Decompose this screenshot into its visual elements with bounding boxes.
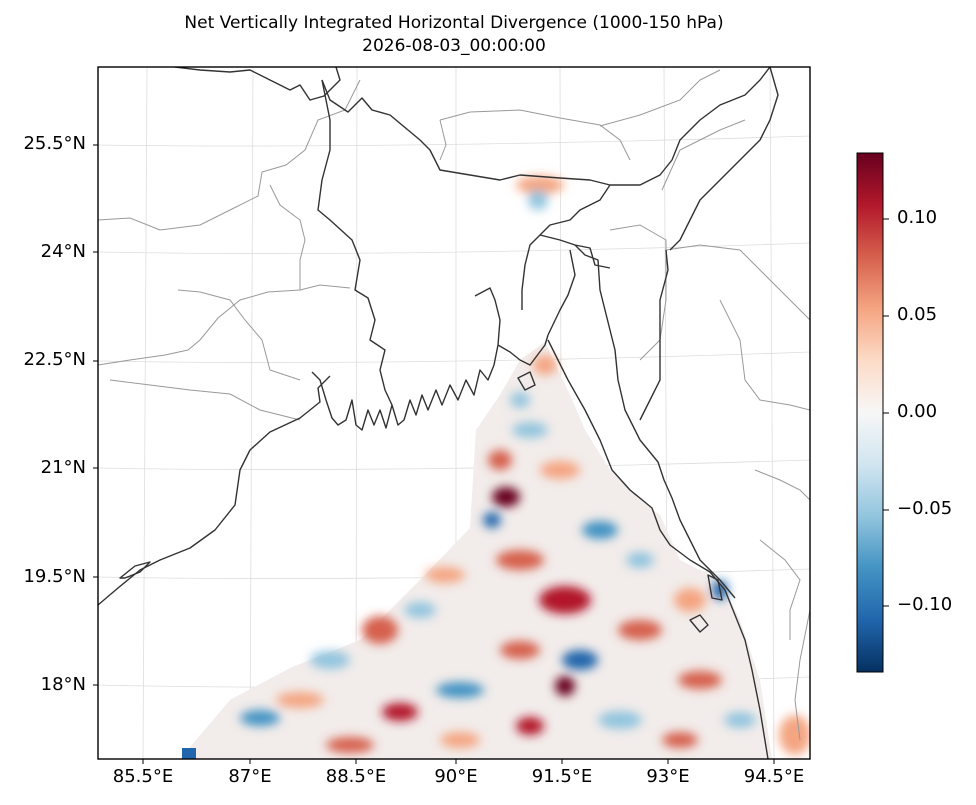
lat-label: 24°N xyxy=(40,241,86,262)
map-title: Net Vertically Integrated Horizontal Div… xyxy=(184,13,724,33)
colorbar-ticks xyxy=(883,218,889,607)
axis-ticks xyxy=(93,144,775,764)
map-subtitle: 2026-08-03_00:00:00 xyxy=(362,36,546,56)
lon-label: 85.5°E xyxy=(112,766,174,787)
colorbar-tick-label: −0.10 xyxy=(897,594,953,615)
lat-label: 19.5°N xyxy=(23,566,86,587)
colorbar-tick-label: 0.05 xyxy=(897,304,938,325)
colorbar-tick-label: 0.00 xyxy=(897,401,938,422)
colorbar-tick-label: 0.10 xyxy=(897,207,938,228)
divergence-field xyxy=(180,176,810,759)
map-frame xyxy=(97,66,811,760)
colorbar-tick-label: −0.05 xyxy=(897,498,953,519)
lat-label: 22.5°N xyxy=(23,349,86,370)
lat-label: 21°N xyxy=(40,457,86,478)
lon-label: 87°E xyxy=(228,766,272,787)
lon-label: 93°E xyxy=(646,766,690,787)
lon-label: 94.5°E xyxy=(743,766,805,787)
lon-label: 91.5°E xyxy=(531,766,593,787)
lon-label: 90°E xyxy=(434,766,478,787)
lat-label: 18°N xyxy=(40,674,86,695)
lon-label: 88.5°E xyxy=(325,766,387,787)
lat-label: 25.5°N xyxy=(23,133,86,154)
internal-borders xyxy=(98,69,810,741)
colorbar xyxy=(856,152,884,673)
coastlines xyxy=(98,67,779,759)
